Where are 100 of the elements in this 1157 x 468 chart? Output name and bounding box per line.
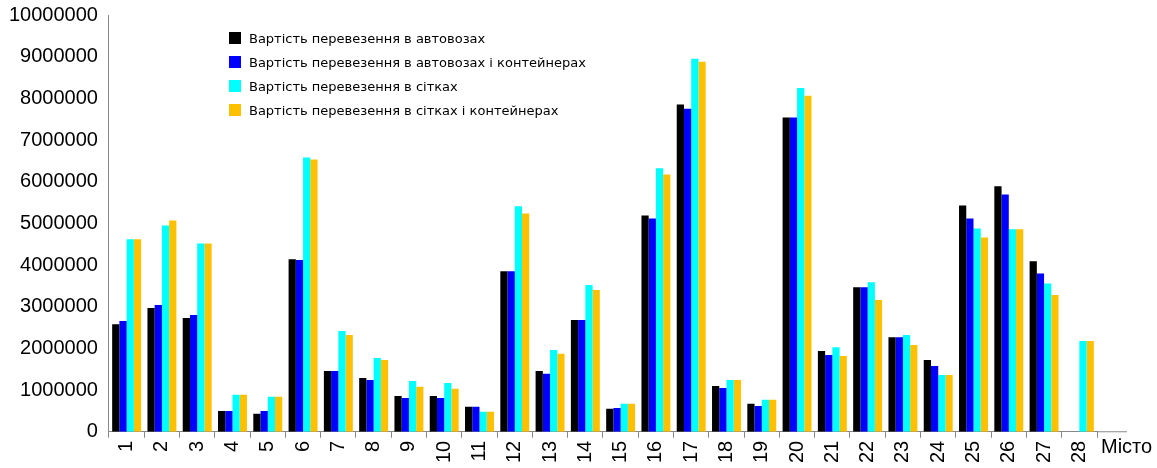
bar <box>832 347 840 432</box>
bar <box>902 335 911 432</box>
y-tick-label: 5000000 <box>20 210 98 233</box>
x-tick-label: 7 <box>325 440 348 452</box>
bar <box>1036 273 1045 432</box>
bar <box>394 395 402 432</box>
y-tick-label: 4000000 <box>20 252 98 275</box>
bar <box>451 388 459 432</box>
bar <box>980 237 988 432</box>
x-tick-label: 21 <box>819 440 842 463</box>
bar <box>416 386 424 432</box>
bar <box>507 271 515 432</box>
bar <box>1051 295 1059 432</box>
bar <box>641 215 649 432</box>
bar <box>578 320 586 432</box>
bar <box>839 355 847 432</box>
bar <box>1001 194 1009 432</box>
bar <box>232 394 240 432</box>
x-tick-label: 28 <box>1066 440 1089 463</box>
x-tick-label: 14 <box>572 440 595 463</box>
bar <box>733 380 741 432</box>
bar <box>789 117 798 432</box>
bar <box>853 287 861 432</box>
bar <box>712 385 720 432</box>
bar <box>542 373 551 432</box>
legend-label: Вартість перевезення в сітках і контейнерах <box>248 102 559 118</box>
bar <box>239 394 247 432</box>
bar <box>119 320 127 432</box>
bar <box>825 355 833 432</box>
bar <box>1044 283 1052 432</box>
bar <box>797 87 805 432</box>
x-tick-label: 17 <box>678 440 701 463</box>
bar <box>923 360 931 432</box>
bar <box>288 259 296 432</box>
bar <box>401 398 409 432</box>
bar <box>683 108 692 432</box>
bar <box>275 396 283 432</box>
bar <box>648 218 656 432</box>
bar <box>253 413 261 432</box>
bar <box>260 410 268 432</box>
bar <box>761 399 770 432</box>
bar <box>408 380 417 432</box>
bar <box>373 357 381 432</box>
x-tick-label: 25 <box>961 440 984 463</box>
x-tick-label: 6 <box>290 440 313 452</box>
y-tick-label: 10000000 <box>9 2 98 25</box>
bar <box>500 271 508 432</box>
x-tick-label: 24 <box>925 440 948 463</box>
bar <box>994 186 1002 432</box>
bar <box>860 287 868 432</box>
bar <box>620 403 628 432</box>
bar <box>782 117 790 432</box>
legend-label: Вартість перевезення в автовозах <box>248 30 486 46</box>
bar <box>754 405 762 432</box>
x-tick-label: 18 <box>714 440 737 463</box>
bar <box>1016 229 1024 432</box>
bar <box>945 375 953 432</box>
bar <box>867 282 875 432</box>
x-tick-label: 3 <box>184 440 207 452</box>
bar <box>225 410 233 432</box>
x-tick-label: 2 <box>149 440 172 452</box>
x-tick-label: 13 <box>537 440 560 463</box>
bar <box>698 61 706 432</box>
bar <box>169 220 177 432</box>
bar <box>1008 229 1017 432</box>
x-tick-label: 4 <box>220 440 242 452</box>
x-axis-title: Місто <box>1101 435 1153 458</box>
bar <box>1029 261 1037 432</box>
bar <box>154 305 162 432</box>
legend-label: Вартість перевезення в сітках <box>248 78 458 94</box>
bar <box>691 58 699 432</box>
x-tick-label: 12 <box>502 440 525 463</box>
x-tick-label: 1 <box>114 440 137 452</box>
bar <box>479 411 487 432</box>
y-tick-label: 2000000 <box>20 335 98 358</box>
bar <box>535 370 543 432</box>
bar <box>747 403 755 432</box>
bar <box>189 315 198 432</box>
bar <box>895 337 903 432</box>
bar <box>218 410 226 432</box>
bar <box>436 398 445 432</box>
bar <box>676 104 684 432</box>
bar <box>486 411 494 432</box>
bar <box>570 320 579 432</box>
x-tick-label: 9 <box>396 440 419 452</box>
bar <box>126 239 134 432</box>
bar <box>606 408 614 432</box>
x-tick-label: 15 <box>608 440 631 463</box>
x-tick-label: 22 <box>855 440 878 463</box>
bar <box>1079 340 1087 432</box>
x-tick-label: 8 <box>361 440 384 452</box>
bar <box>303 157 311 432</box>
bar <box>444 382 452 432</box>
y-tick-label: 7000000 <box>20 127 98 150</box>
x-tick-label: 20 <box>784 440 807 463</box>
bar <box>338 330 346 432</box>
bar <box>366 380 374 432</box>
bar <box>966 218 974 432</box>
bar <box>1086 340 1094 432</box>
bar <box>938 375 946 432</box>
